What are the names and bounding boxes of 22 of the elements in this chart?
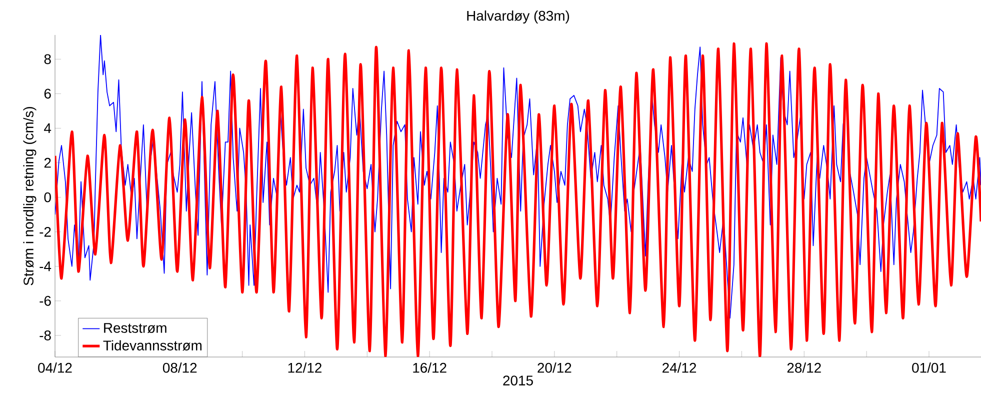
- y-tick-label: 0: [44, 192, 51, 202]
- y-tick-label: 6: [44, 88, 51, 99]
- x-axis-title: 2015: [503, 376, 533, 386]
- y-tick-label: -8: [40, 330, 51, 340]
- x-tick-label: 24/12: [662, 362, 696, 373]
- x-tick-label: 08/12: [162, 362, 197, 373]
- y-tick-label: -2: [40, 226, 51, 237]
- x-tick-label: 20/12: [538, 362, 572, 373]
- y-tick-label: -6: [40, 296, 51, 306]
- x-tick-label: 12/12: [288, 362, 322, 373]
- y-tick-label: 2: [44, 158, 51, 168]
- y-axis-title: Strøm i nordlig retning (cm/s): [23, 106, 36, 286]
- x-tick-label: 04/12: [38, 362, 72, 373]
- x-tick-label: 01/01: [912, 362, 946, 373]
- y-tick-label: -4: [40, 262, 52, 272]
- legend-label: Tidevannsstrøm: [103, 340, 202, 351]
- chart-title: Halvardøy (83m): [467, 10, 570, 24]
- x-tick-label: 16/12: [413, 362, 446, 373]
- x-tick-label: 28/12: [787, 362, 821, 373]
- y-tick-label: 8: [44, 54, 51, 64]
- legend-label: Reststrøm: [104, 323, 166, 334]
- y-tick-label: 4: [44, 123, 52, 134]
